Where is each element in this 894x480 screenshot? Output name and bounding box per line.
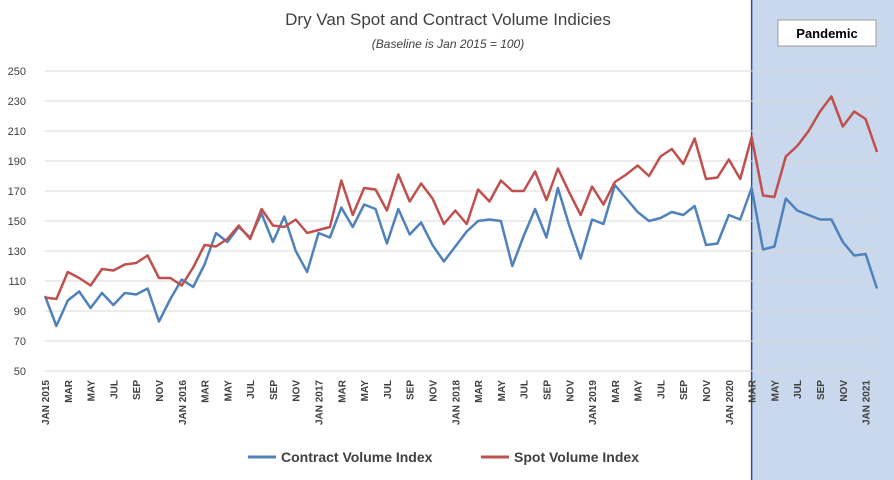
y-tick-label: 70 xyxy=(14,336,26,348)
x-tick-label: MAY xyxy=(770,380,781,402)
x-tick-label: JAN 2015 xyxy=(41,380,52,425)
x-tick-label: JUL xyxy=(246,380,257,399)
x-tick-label: MAR xyxy=(474,379,485,403)
x-tick-label: JUL xyxy=(383,380,394,399)
x-tick-label: JAN 2018 xyxy=(451,380,462,425)
x-tick-label: MAR xyxy=(611,379,622,403)
x-axis-ticks: JAN 2015 MAR MAY JUL SEP NOV JAN 2016 MAR MAY JUL… xyxy=(41,379,873,425)
chart-subtitle: (Baseline is Jan 2015 = 100) xyxy=(372,37,524,51)
y-tick-label: 210 xyxy=(8,126,26,138)
y-tick-label: 170 xyxy=(8,186,26,198)
gridlines xyxy=(45,70,877,372)
series-line-spot xyxy=(44,95,879,301)
x-tick-label: NOV xyxy=(839,380,850,402)
x-tick-label: NOV xyxy=(429,380,440,402)
x-tick-label: SEP xyxy=(542,380,553,400)
x-tick-label: MAY xyxy=(223,380,234,402)
x-tick-label: MAY xyxy=(634,380,645,402)
y-tick-label: 110 xyxy=(8,276,26,288)
x-tick-label: SEP xyxy=(269,380,280,400)
legend-label-spot: Spot Volume Index xyxy=(514,449,639,465)
x-tick-label: JAN 2020 xyxy=(725,380,736,425)
legend-item-spot: Spot Volume Index xyxy=(481,449,639,465)
x-tick-label: SEP xyxy=(816,380,827,400)
x-tick-label: JUL xyxy=(520,380,531,399)
x-tick-label: JAN 2016 xyxy=(178,380,189,425)
legend: Contract Volume Index Spot Volume Index xyxy=(248,449,639,465)
x-tick-label: MAY xyxy=(87,380,98,402)
x-tick-label: SEP xyxy=(132,380,143,400)
pandemic-shaded-region xyxy=(751,0,894,480)
x-tick-label: JUL xyxy=(793,380,804,399)
y-tick-label: 90 xyxy=(14,306,26,318)
x-tick-label: SEP xyxy=(406,380,417,400)
x-tick-label: JUL xyxy=(109,380,120,399)
y-tick-label: 230 xyxy=(8,96,26,108)
legend-label-contract: Contract Volume Index xyxy=(281,449,433,465)
x-tick-label: MAY xyxy=(360,380,371,402)
series-lines xyxy=(43,95,879,328)
x-tick-label: JAN 2017 xyxy=(315,380,326,425)
y-tick-label: 190 xyxy=(8,156,26,168)
y-tick-label: 130 xyxy=(8,246,26,258)
x-tick-label: MAR xyxy=(748,379,759,403)
pandemic-label: Pandemic xyxy=(796,26,857,41)
y-tick-label: 150 xyxy=(8,216,26,228)
x-tick-label: MAR xyxy=(64,379,75,403)
x-tick-label: NOV xyxy=(565,380,576,402)
y-tick-label: 50 xyxy=(14,366,26,378)
chart-title: Dry Van Spot and Contract Volume Indicie… xyxy=(285,10,611,29)
x-tick-label: MAY xyxy=(497,380,508,402)
x-tick-label: JAN 2019 xyxy=(588,380,599,425)
x-tick-label: MAR xyxy=(337,379,348,403)
x-tick-label: MAR xyxy=(201,379,212,403)
x-tick-label: NOV xyxy=(292,380,303,402)
x-tick-label: SEP xyxy=(679,380,690,400)
y-axis-ticks: 50 70 90 110 130 150 170 190 210 230 250 xyxy=(8,66,26,378)
x-tick-label: JUL xyxy=(656,380,667,399)
y-tick-label: 250 xyxy=(8,66,26,78)
pandemic-label-box: Pandemic xyxy=(777,19,877,47)
legend-item-contract: Contract Volume Index xyxy=(248,449,433,465)
x-tick-label: NOV xyxy=(155,380,166,402)
x-tick-label: JAN 2021 xyxy=(862,380,873,425)
x-tick-label: NOV xyxy=(702,380,713,402)
